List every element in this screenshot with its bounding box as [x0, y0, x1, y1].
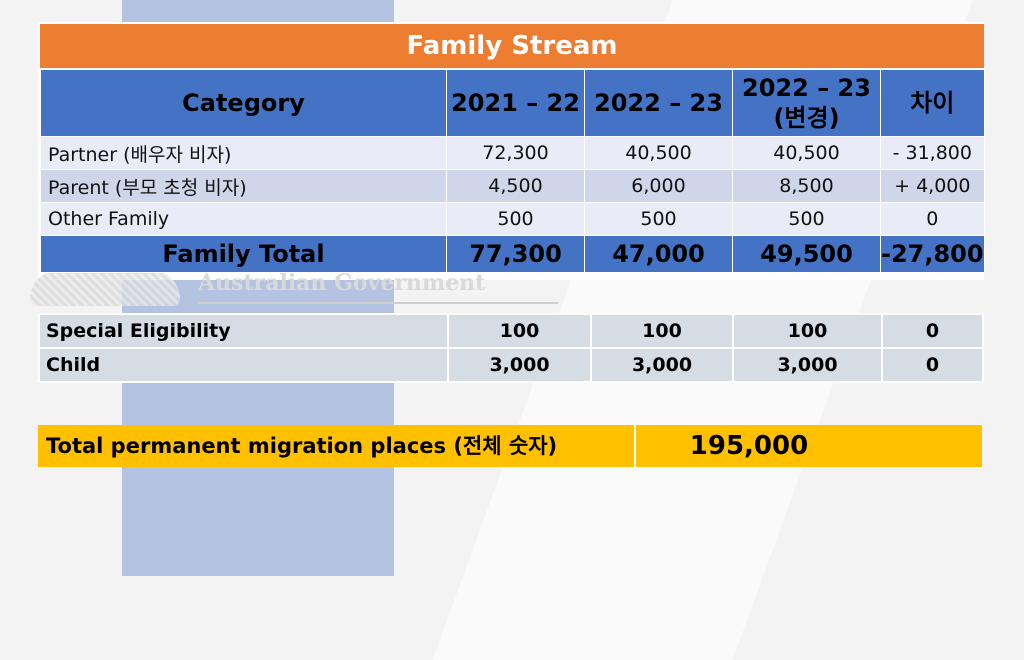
cell-difference: - 31,800: [880, 136, 985, 170]
table-title: Family Stream: [40, 24, 984, 68]
header-row: Category 2021 – 22 2022 – 23 2022 – 23 (변…: [40, 69, 985, 137]
header-2022-23-changed-text: 2022 – 23 (변경): [742, 74, 871, 132]
table-row: Child 3,000 3,000 3,000 0: [38, 347, 984, 383]
cell-2022-23: 6,000: [584, 169, 733, 203]
cell-2022-23-changed: 100: [732, 313, 883, 349]
cell-2021-22: 500: [446, 202, 585, 236]
cell-difference: + 4,000: [880, 169, 985, 203]
total-2022-23: 47,000: [584, 235, 733, 273]
row-category: Special Eligibility: [38, 313, 449, 349]
total-2022-23-changed: 49,500: [732, 235, 881, 273]
header-category: Category: [40, 69, 447, 137]
cell-2021-22: 100: [447, 313, 592, 349]
total-label: Family Total: [40, 235, 447, 273]
row-category: Other Family: [40, 202, 447, 236]
table-row: Parent (부모 초청 비자) 4,500 6,000 8,500 + 4,…: [40, 169, 985, 203]
grand-total-bar: Total permanent migration places (전체 숫자)…: [38, 425, 982, 467]
header-2022-23: 2022 – 23: [584, 69, 733, 137]
watermark-rule: [198, 302, 558, 304]
table-row: Special Eligibility 100 100 100 0: [38, 313, 984, 349]
other-streams-table: Special Eligibility 100 100 100 0 Child …: [38, 313, 984, 383]
watermark-text: Australian Government: [198, 270, 486, 296]
header-2021-22: 2021 – 22: [446, 69, 585, 137]
cell-2022-23-changed: 500: [732, 202, 881, 236]
government-watermark: Australian Government: [30, 270, 558, 310]
row-category: Child: [38, 347, 449, 383]
header-2022-23-changed: 2022 – 23 (변경): [732, 69, 881, 137]
cell-difference: 0: [881, 347, 984, 383]
grand-total-divider: [634, 425, 636, 467]
total-difference: -27,800: [880, 235, 985, 273]
grand-total-label: Total permanent migration places (전체 숫자): [38, 425, 634, 467]
row-category: Partner (배우자 비자): [40, 136, 447, 170]
table-row: Other Family 500 500 500 0: [40, 202, 985, 236]
cell-2021-22: 3,000: [447, 347, 592, 383]
cell-2022-23-changed: 3,000: [732, 347, 883, 383]
cell-2022-23-changed: 8,500: [732, 169, 881, 203]
cell-2022-23: 40,500: [584, 136, 733, 170]
cell-2022-23: 3,000: [590, 347, 734, 383]
family-stream-table: Category 2021 – 22 2022 – 23 2022 – 23 (변…: [40, 69, 985, 273]
total-row: Family Total 77,300 47,000 49,500 -27,80…: [40, 235, 985, 273]
cell-2021-22: 72,300: [446, 136, 585, 170]
grand-total-value: 195,000: [636, 425, 982, 467]
cell-difference: 0: [880, 202, 985, 236]
crest-icon: [30, 270, 180, 306]
cell-2021-22: 4,500: [446, 169, 585, 203]
cell-2022-23: 100: [590, 313, 734, 349]
cell-2022-23-changed: 40,500: [732, 136, 881, 170]
table-row: Partner (배우자 비자) 72,300 40,500 40,500 - …: [40, 136, 985, 170]
header-difference: 차이: [880, 69, 985, 137]
cell-difference: 0: [881, 313, 984, 349]
row-category: Parent (부모 초청 비자): [40, 169, 447, 203]
total-2021-22: 77,300: [446, 235, 585, 273]
cell-2022-23: 500: [584, 202, 733, 236]
